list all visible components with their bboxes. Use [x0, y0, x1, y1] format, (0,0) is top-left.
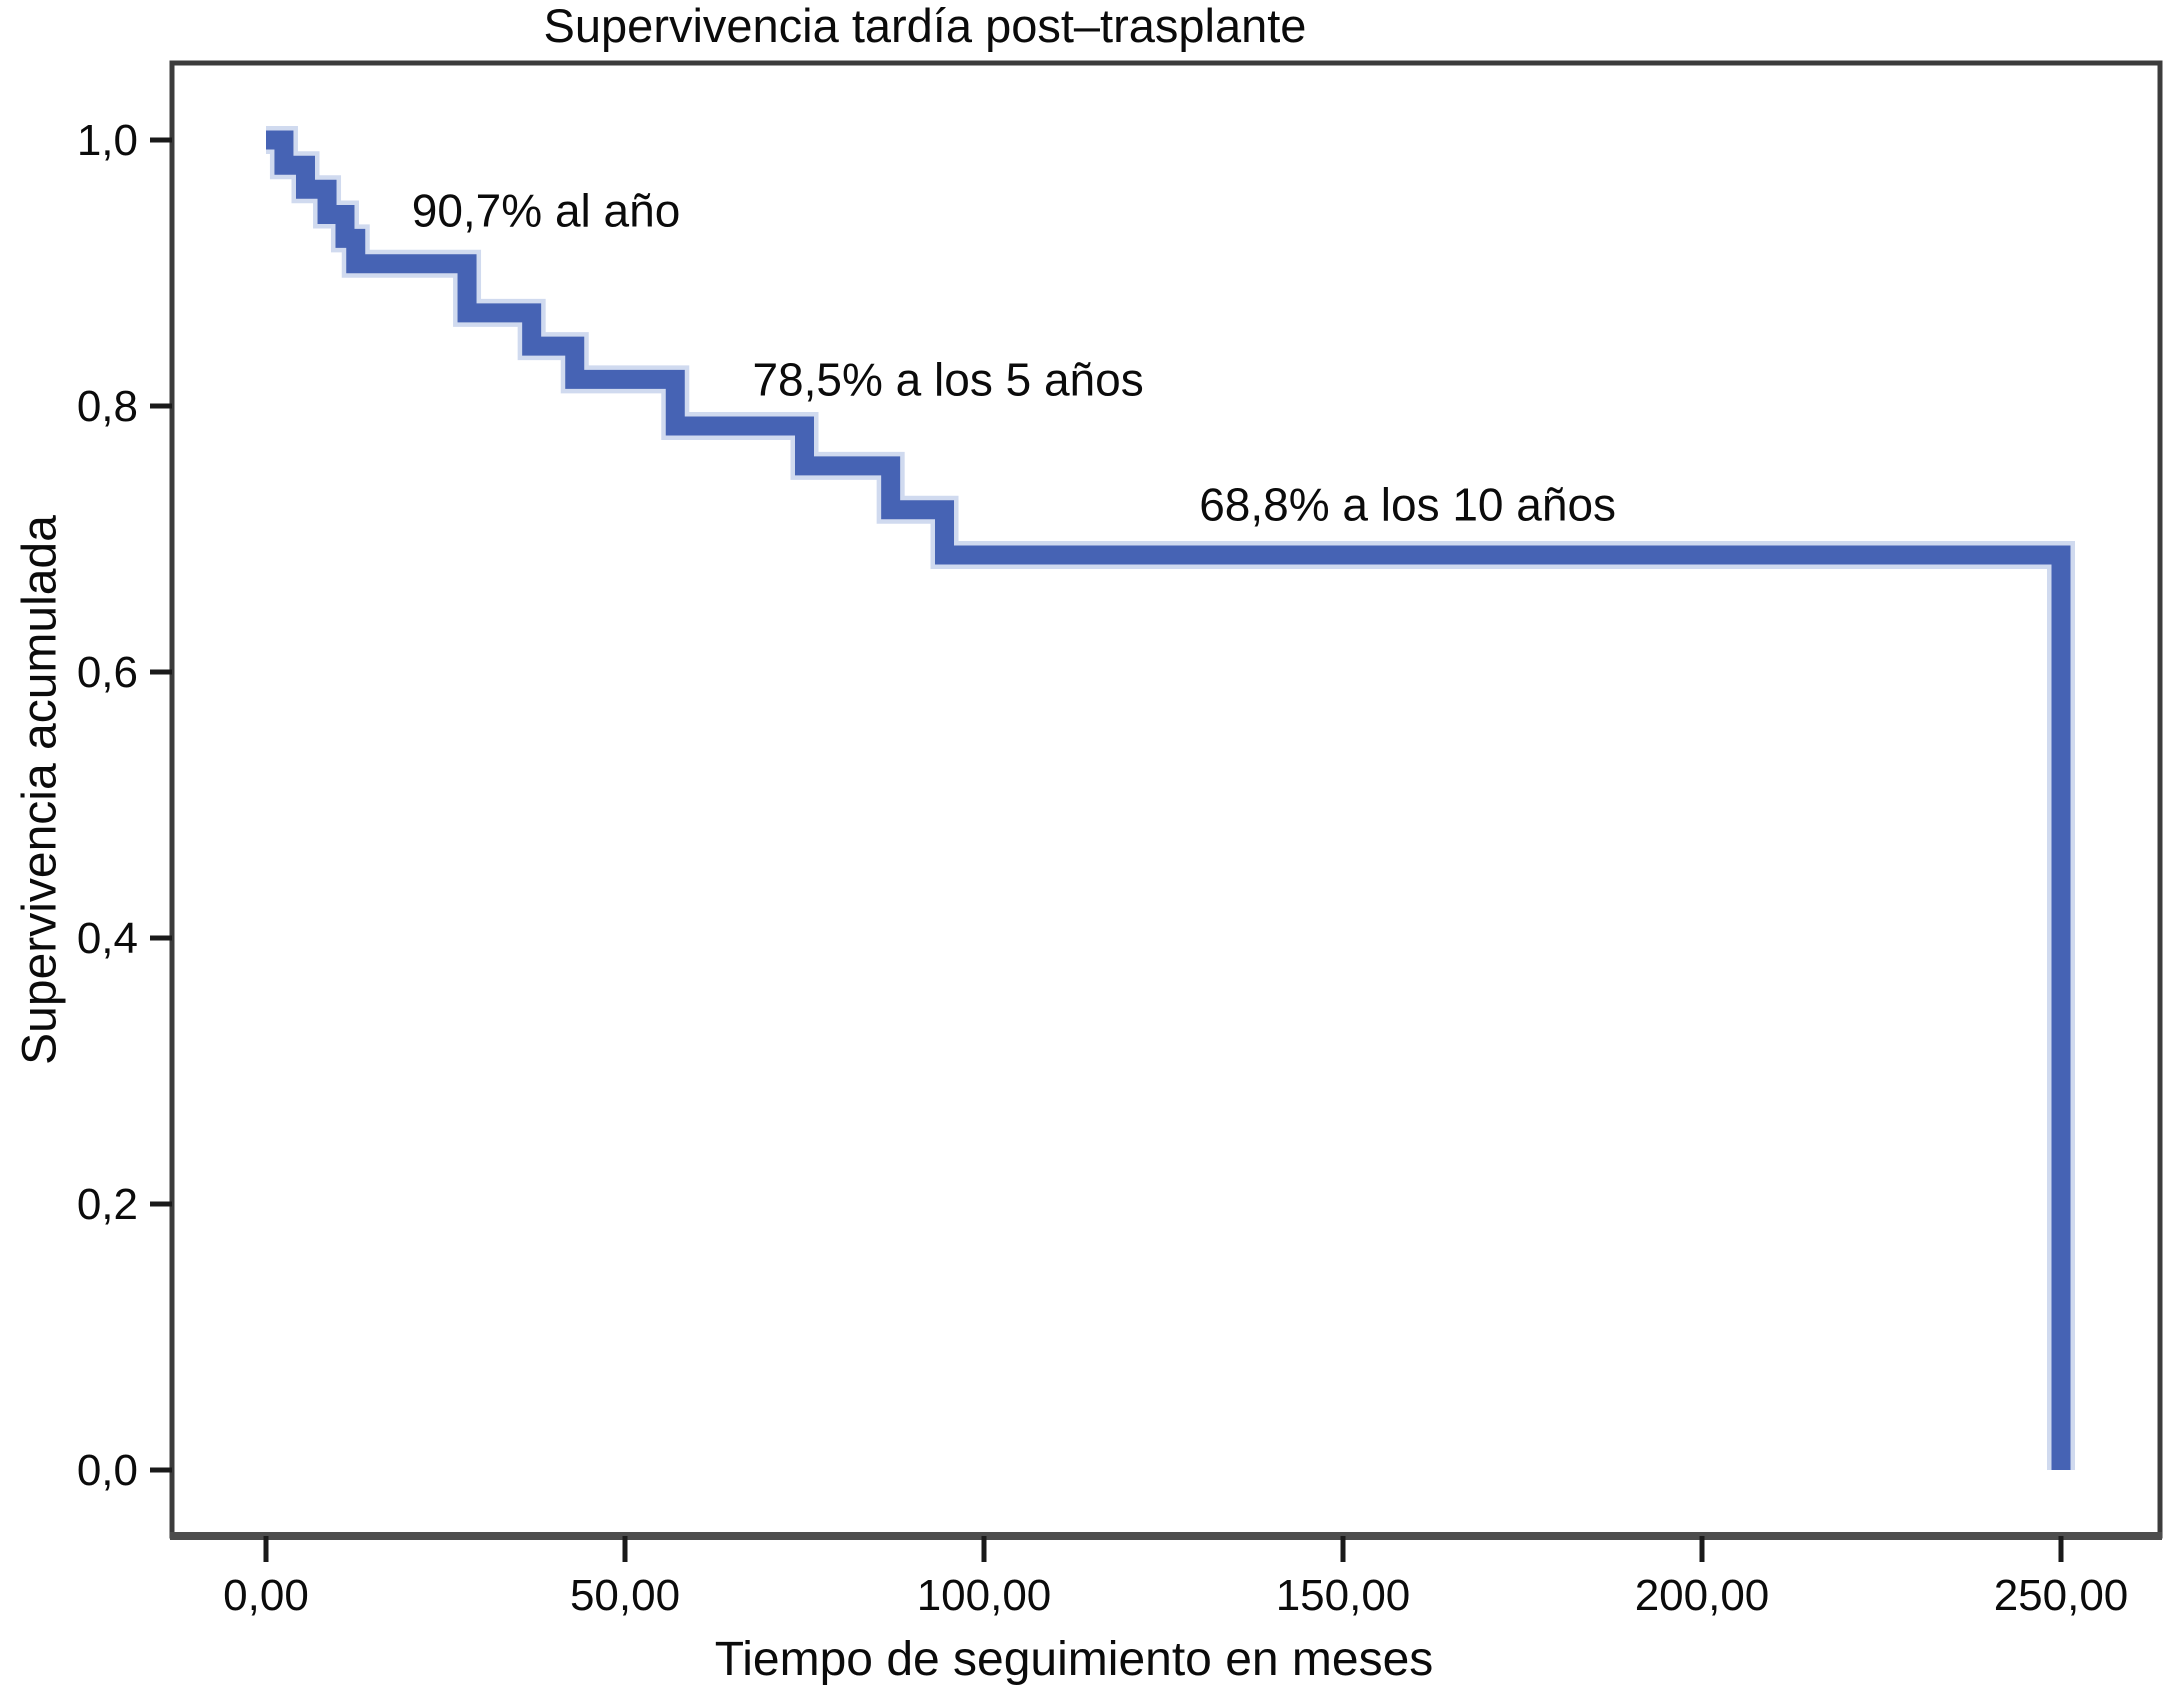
y-tick-label: 0,2 [77, 1180, 138, 1229]
x-tick-label: 150,00 [1276, 1571, 1411, 1620]
y-tick-label: 0,0 [77, 1446, 138, 1495]
x-tick-label: 100,00 [917, 1571, 1052, 1620]
y-tick-label: 1,0 [77, 116, 138, 165]
x-tick-label: 0,00 [223, 1571, 309, 1620]
y-tick-label: 0,4 [77, 914, 138, 963]
x-tick-label: 200,00 [1635, 1571, 1770, 1620]
y-tick-label: 0,8 [77, 382, 138, 431]
x-axis-title: Tiempo de seguimiento en meses [714, 1633, 1434, 1686]
x-tick-label: 50,00 [570, 1571, 680, 1620]
annotation-label: 68,8% a los 10 años [1199, 478, 1616, 530]
chart-title: Supervivencia tardía post–trasplante [543, 0, 1307, 52]
survival-curve [266, 130, 2071, 1470]
y-axis-title: Supervivencia acumulada [13, 515, 67, 1065]
y-tick-label: 0,6 [77, 648, 138, 697]
annotation-label: 90,7% al año [412, 184, 681, 236]
x-tick-label: 250,00 [1994, 1571, 2129, 1620]
annotation-label: 78,5% a los 5 años [752, 353, 1143, 405]
